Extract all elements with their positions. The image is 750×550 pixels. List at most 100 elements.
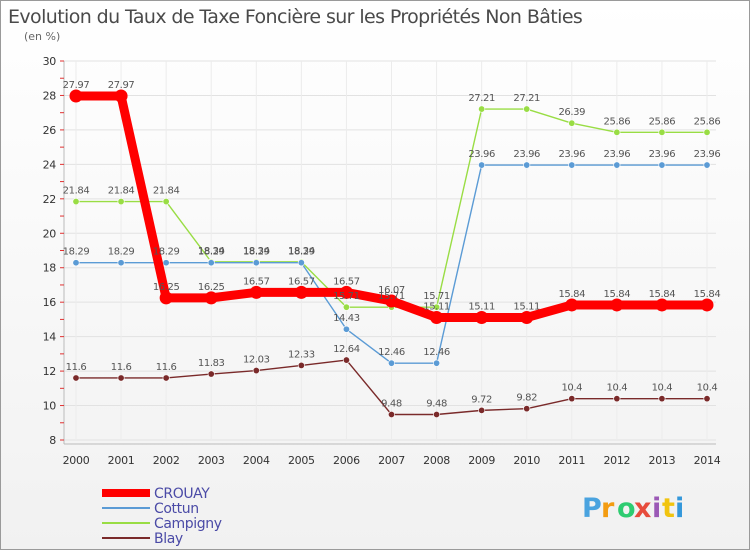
data-point [117, 374, 125, 382]
axes: 8 10 12 14 16 18 20 22 24 26 28 30 2000 2001 2002 2003 2… [43, 55, 721, 467]
data-point [162, 259, 170, 267]
data-label: 15.71 [333, 291, 360, 302]
series-cottun [72, 161, 711, 367]
data-point [658, 395, 666, 403]
data-label: 12.33 [288, 349, 315, 360]
data-point [342, 325, 350, 333]
data-label: 23.96 [468, 149, 495, 160]
data-point [294, 285, 308, 299]
series-group: 11.6 11.6 11.6 11.83 12.03 12.33 12.64 9.48 9.48… [63, 80, 721, 419]
data-label: 16.25 [198, 282, 225, 293]
data-label: 9.48 [426, 399, 447, 410]
data-point [658, 128, 666, 136]
data-label: 25.86 [604, 116, 631, 127]
data-label: 21.84 [63, 186, 90, 197]
x-tick-label: 2003 [198, 454, 225, 467]
data-label: 15.84 [558, 289, 585, 300]
logo-letter: t [662, 493, 675, 524]
data-point [342, 303, 350, 311]
y-tick-label: 24 [43, 158, 57, 171]
data-label: 16.57 [333, 276, 360, 287]
data-label: 18.29 [108, 247, 135, 258]
logo-letter: o [617, 493, 636, 524]
data-label: 27.97 [63, 80, 90, 91]
data-point [568, 395, 576, 403]
data-point [523, 105, 531, 113]
data-point [475, 311, 489, 325]
data-label: 11.6 [111, 362, 132, 373]
x-tick-label: 2004 [243, 454, 270, 467]
data-label: 21.84 [108, 186, 135, 197]
data-point [613, 161, 621, 169]
data-label: 18.29 [63, 247, 90, 258]
x-tick-label: 2010 [513, 454, 540, 467]
data-point [162, 198, 170, 206]
data-label: 12.64 [333, 344, 360, 355]
logo-letter: r [601, 493, 615, 524]
data-label: 23.96 [513, 149, 540, 160]
x-tick-label: 2013 [649, 454, 676, 467]
data-point [252, 259, 260, 267]
data-point [658, 161, 666, 169]
chart-subtitle: (en %) [24, 30, 60, 43]
data-point [72, 374, 80, 382]
data-label: 23.96 [604, 149, 631, 160]
data-point [342, 356, 350, 364]
data-label: 12.46 [423, 347, 450, 358]
data-label: 18.29 [153, 247, 180, 258]
data-label: 9.72 [471, 394, 492, 405]
data-point [613, 128, 621, 136]
x-tick-label: 2012 [603, 454, 630, 467]
data-label: 16.57 [243, 276, 270, 287]
data-label: 23.96 [694, 149, 721, 160]
series-crouay [69, 89, 714, 325]
x-tick-label: 2011 [558, 454, 585, 467]
x-tick-label: 2009 [468, 454, 495, 467]
data-label: 16.07 [378, 285, 405, 296]
data-label: 18.34 [198, 246, 225, 257]
data-point [159, 291, 173, 305]
data-label: 15.71 [423, 291, 450, 302]
data-point [568, 119, 576, 127]
data-point [478, 161, 486, 169]
data-point [520, 311, 534, 325]
data-point [117, 198, 125, 206]
y-tick-label: 22 [43, 193, 56, 206]
data-label: 18.29 [243, 247, 270, 258]
data-label: 15.11 [423, 302, 450, 313]
data-label: 18.29 [288, 247, 315, 258]
data-point [433, 411, 441, 419]
data-point [568, 161, 576, 169]
data-label: 18.34 [288, 246, 315, 257]
data-point [297, 259, 305, 267]
data-label: 12.46 [378, 347, 405, 358]
x-tick-label: 2005 [288, 454, 315, 467]
data-point [703, 128, 711, 136]
data-label: 10.4 [697, 383, 718, 394]
data-point [478, 105, 486, 113]
y-tick-label: 26 [43, 124, 57, 137]
chart-title: Evolution du Taux de Taxe Foncière sur l… [8, 6, 582, 28]
data-point [387, 359, 395, 367]
data-label: 14.43 [333, 313, 360, 324]
data-point [703, 395, 711, 403]
data-label: 10.4 [607, 383, 628, 394]
data-label: 23.96 [649, 149, 676, 160]
data-point [433, 303, 441, 311]
logo-letter: x [634, 493, 651, 524]
data-label: 15.84 [694, 289, 721, 300]
legend-label-cottun: Cottun [154, 501, 199, 517]
x-tick-label: 2001 [108, 454, 135, 467]
data-point [207, 370, 215, 378]
data-label: 18.29 [198, 247, 225, 258]
y-tick-label: 30 [43, 55, 57, 68]
x-tick-label: 2014 [694, 454, 721, 467]
data-label: 16.57 [288, 276, 315, 287]
logo-letter: P [582, 493, 602, 524]
data-point [249, 285, 263, 299]
data-point [700, 298, 714, 312]
data-point [69, 89, 83, 103]
data-label: 27.21 [513, 93, 540, 104]
